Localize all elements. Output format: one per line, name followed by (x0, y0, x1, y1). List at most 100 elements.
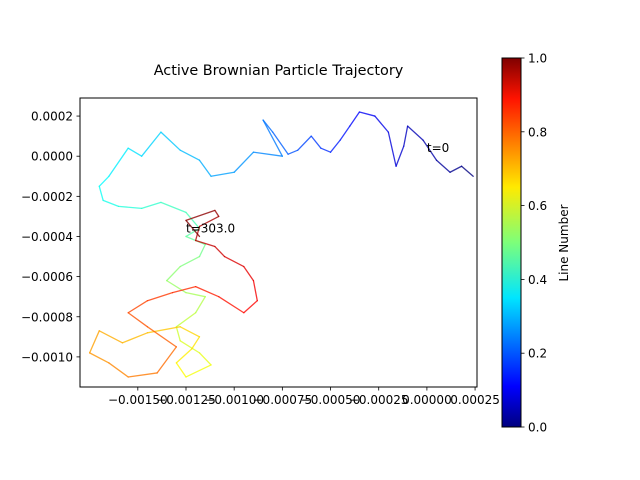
trajectory-segment (243, 300, 258, 314)
trajectory-segment (191, 336, 201, 350)
trajectory-segment (358, 111, 376, 117)
annotation-label: t=303.0 (186, 221, 235, 235)
colorbar: 0.0 0.2 0.4 0.6 0.8 1.0 Line Number (501, 52, 571, 435)
trajectory-segment (141, 201, 162, 210)
trajectory-segment (223, 255, 245, 268)
trajectory-segment (166, 279, 187, 294)
colorbar-tick-label: 0.4 (528, 273, 547, 287)
trajectory-segment (108, 147, 129, 177)
trajectory-segment (210, 171, 235, 177)
trajectory-segment (160, 131, 181, 151)
trajectory-segment (233, 151, 255, 173)
x-tick-label: −0.00125 (156, 393, 216, 407)
trajectory-segment (185, 227, 201, 238)
trajectory-segment (121, 332, 149, 344)
trajectory-segment (194, 296, 206, 314)
trajectory-segment (175, 362, 187, 378)
trajectory-segment (214, 245, 226, 258)
chart-title: Active Brownian Particle Trajectory (154, 63, 404, 79)
x-tick-label: −0.00100 (204, 393, 264, 407)
trajectory-segment (310, 135, 322, 149)
trajectory-segment (175, 348, 193, 364)
y-tick-label: 0.0002 (31, 110, 73, 124)
trajectory-segment (449, 165, 463, 173)
trajectory-segment (339, 125, 351, 141)
annotation-label: t=0 (427, 141, 449, 155)
trajectory-segment (179, 326, 201, 338)
y-tick-label: −0.0004 (21, 230, 73, 244)
trajectory-lines (88, 111, 474, 378)
trajectory-segment (146, 326, 178, 348)
plot-area: t=0t=303.0 −0.00150−0.00125−0.00100−0.00… (21, 97, 500, 407)
x-tick-label: −0.00075 (253, 393, 313, 407)
trajectory-segment (252, 151, 284, 157)
trajectory-segment (185, 364, 212, 378)
trajectory-segment (88, 330, 100, 354)
trajectory-segment (329, 139, 341, 153)
x-tick-label: 0.00000 (402, 393, 452, 407)
y-tick-label: −0.0002 (21, 190, 73, 204)
trajectory-segment (146, 292, 174, 302)
x-tick-label: −0.00150 (108, 393, 168, 407)
trajectory-segment (117, 205, 143, 210)
trajectory-segment (127, 372, 158, 378)
trajectory-segment (160, 201, 187, 214)
trajectory-segment (252, 279, 258, 302)
y-tick-label: 0.0000 (31, 150, 73, 164)
y-tick-label: −0.0010 (21, 350, 73, 364)
trajectory-segment (194, 239, 216, 248)
trajectory-segment (198, 215, 220, 228)
trajectory-segment (166, 265, 181, 282)
trajectory-segment (98, 330, 124, 344)
trajectory-segment (262, 119, 284, 157)
trajectory-segment (141, 131, 162, 157)
trajectory-segment (102, 199, 120, 208)
trajectory-segment (243, 265, 255, 282)
trajectory-segment (349, 111, 361, 127)
trajectory-segment (387, 131, 397, 167)
colorbar-tick-label: 1.0 (528, 52, 547, 66)
x-tick-label: −0.00050 (301, 393, 361, 407)
colorbar-label: Line Number (557, 204, 571, 281)
trajectory-segment (185, 211, 201, 230)
annotations: t=0 t=303.0 (186, 141, 449, 235)
trajectory-segment (185, 292, 206, 298)
trajectory-segment (185, 219, 201, 238)
trajectory-segment (422, 139, 438, 161)
trajectory-segment (88, 352, 110, 364)
trajectory-segment (194, 286, 220, 298)
colorbar-tick-label: 0.2 (528, 347, 547, 361)
trajectory-segment (287, 149, 299, 155)
trajectory-segment (435, 159, 451, 173)
colorbar-tick-label: 0.0 (528, 421, 547, 435)
trajectory-segment (98, 185, 104, 202)
y-axis: 0.0002 0.0000 −0.0002 −0.0004 −0.0006 −0.0008… (21, 110, 80, 364)
trajectory-segment (179, 149, 201, 161)
trajectory-segment (156, 346, 178, 374)
x-tick-label: 0.00025 (450, 393, 500, 407)
trajectory-segment (320, 147, 332, 153)
trajectory-segment (146, 326, 181, 334)
trajectory-segment (127, 147, 143, 157)
trajectory-segment (127, 300, 149, 314)
trajectory-segment (171, 286, 197, 294)
trajectory-segment (460, 165, 474, 177)
trajectory-segment (98, 175, 110, 187)
trajectory-segment (214, 209, 220, 218)
x-axis: −0.00150−0.00125−0.00100−0.00075−0.00050… (108, 387, 500, 407)
trajectory-segment (127, 312, 149, 328)
y-tick-label: −0.0006 (21, 270, 73, 284)
trajectory-segment (272, 131, 289, 155)
colorbar-frame (501, 57, 522, 428)
trajectory-segment (218, 296, 245, 314)
colorbar-tick-label: 0.6 (528, 199, 547, 213)
colorbar-tick-label: 0.8 (528, 125, 547, 139)
trajectory-segment (198, 159, 212, 177)
trajectory-segment (198, 352, 212, 366)
plot-frame (79, 97, 478, 388)
trajectory-segment (179, 340, 201, 354)
trajectory-segment (406, 125, 424, 141)
colorbar-ticks: 0.0 0.2 0.4 0.6 0.8 1.0 (521, 52, 547, 435)
trajectory-segment (175, 326, 181, 342)
y-tick-label: −0.0008 (21, 310, 73, 324)
